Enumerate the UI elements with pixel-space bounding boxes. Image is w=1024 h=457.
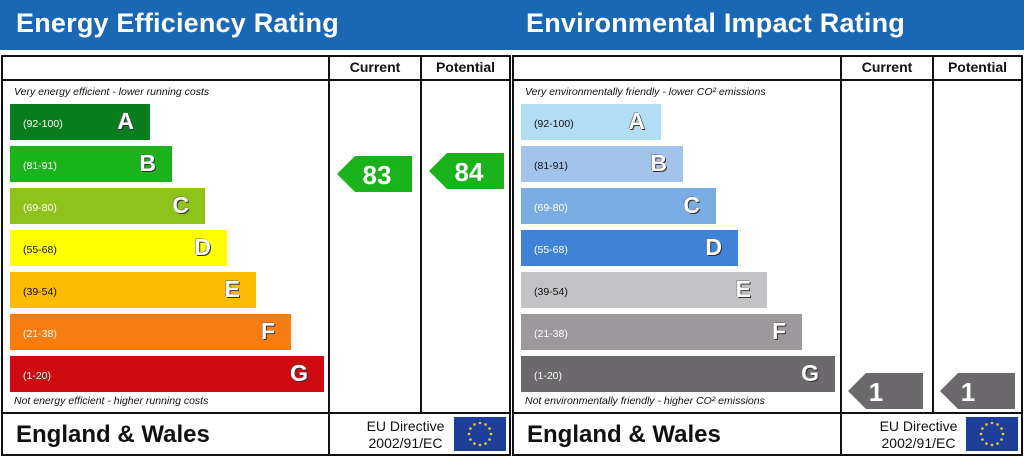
band-range: (39-54)	[23, 286, 57, 298]
column-header-current: Current	[861, 59, 913, 75]
divider	[514, 412, 1021, 414]
band-range: (21-38)	[23, 328, 57, 340]
eu-stars-icon	[979, 421, 1005, 447]
band-range: (39-54)	[534, 286, 568, 298]
eu-flag-icon	[454, 417, 506, 451]
band-range: (81-91)	[534, 160, 568, 172]
top-caption: Very energy efficient - lower running co…	[14, 86, 210, 98]
band-d: (55-68) D	[10, 230, 227, 266]
current-rating-arrow: 1	[848, 373, 923, 409]
band-b: (81-91) B	[521, 146, 683, 182]
band-b: (81-91) B	[10, 146, 172, 182]
band-letter: D	[194, 234, 211, 260]
potential-rating-value: 1	[960, 377, 976, 407]
current-rating-value: 1	[868, 377, 884, 407]
band-range: (69-80)	[534, 202, 568, 214]
bottom-caption: Not energy efficient - higher running co…	[14, 395, 209, 407]
divider	[420, 57, 422, 414]
potential-rating-arrow: 84	[429, 153, 504, 189]
band-letter: A	[628, 108, 645, 134]
directive-line2: 2002/91/EC	[368, 435, 443, 451]
band-d: (55-68) D	[521, 230, 738, 266]
band-range: (55-68)	[534, 244, 568, 256]
band-letter: F	[771, 318, 786, 344]
directive-line1: EU Directive	[366, 418, 445, 434]
column-header-potential: Potential	[435, 59, 496, 75]
band-g: (1-20) G	[10, 356, 324, 392]
current-rating-value: 83	[362, 160, 392, 190]
column-header-current: Current	[349, 59, 401, 75]
band-letter: B	[139, 150, 156, 176]
potential-rating-arrow: 1	[940, 373, 1015, 409]
band-a: (92-100) A	[521, 104, 661, 140]
band-range: (81-91)	[23, 160, 57, 172]
band-letter: E	[224, 276, 240, 302]
band-letter: F	[260, 318, 275, 344]
eu-directive: EU Directive 2002/91/EC	[871, 418, 966, 452]
energy-efficiency-panel: Energy Efficiency Rating Current Potenti…	[0, 0, 512, 456]
band-range: (21-38)	[534, 328, 568, 340]
environmental-impact-panel: Environmental Impact Rating Current Pote…	[510, 0, 1024, 457]
footer-region: England & Wales	[16, 421, 210, 448]
band-letter: B	[650, 150, 667, 176]
band-range: (69-80)	[23, 202, 57, 214]
eu-stars-icon	[467, 421, 493, 447]
energy-title-bar: Energy Efficiency Rating	[0, 0, 512, 50]
band-e: (39-54) E	[521, 272, 767, 308]
current-rating-arrow: 83	[337, 156, 412, 192]
band-f: (21-38) F	[10, 314, 291, 350]
environmental-chart-frame: Current Potential Very environmentally f…	[512, 55, 1023, 456]
column-header-potential: Potential	[947, 59, 1008, 75]
divider	[328, 57, 330, 454]
band-g: (1-20) G	[521, 356, 835, 392]
band-range: (1-20)	[23, 370, 52, 382]
environmental-title-bar: Environmental Impact Rating	[510, 0, 1024, 50]
divider	[514, 79, 1021, 81]
eu-directive: EU Directive 2002/91/EC	[358, 418, 453, 452]
band-letter: A	[117, 108, 134, 134]
potential-rating-value: 84	[454, 157, 484, 187]
band-range: (92-100)	[534, 118, 574, 130]
divider	[3, 79, 509, 81]
footer-region: England & Wales	[527, 421, 721, 448]
band-c: (69-80) C	[10, 188, 205, 224]
band-range: (92-100)	[23, 118, 63, 130]
top-caption: Very environmentally friendly - lower CO…	[525, 86, 766, 98]
band-a: (92-100) A	[10, 104, 150, 140]
band-letter: E	[735, 276, 751, 302]
band-f: (21-38) F	[521, 314, 802, 350]
band-letter: G	[290, 360, 308, 386]
bottom-caption: Not environmentally friendly - higher CO…	[525, 395, 765, 407]
environmental-title: Environmental Impact Rating	[526, 8, 905, 38]
band-letter: G	[801, 360, 819, 386]
band-letter: C	[683, 192, 700, 218]
band-range: (55-68)	[23, 244, 57, 256]
divider	[932, 57, 934, 414]
directive-line1: EU Directive	[879, 418, 958, 434]
band-letter: C	[172, 192, 189, 218]
divider	[840, 57, 842, 454]
band-range: (1-20)	[534, 370, 563, 382]
band-c: (69-80) C	[521, 188, 716, 224]
eu-flag-icon	[966, 417, 1018, 451]
divider	[3, 412, 509, 414]
energy-chart-frame: Current Potential Very energy efficient …	[1, 55, 511, 456]
energy-title: Energy Efficiency Rating	[16, 8, 339, 38]
band-letter: D	[705, 234, 722, 260]
directive-line2: 2002/91/EC	[881, 435, 956, 451]
band-e: (39-54) E	[10, 272, 256, 308]
